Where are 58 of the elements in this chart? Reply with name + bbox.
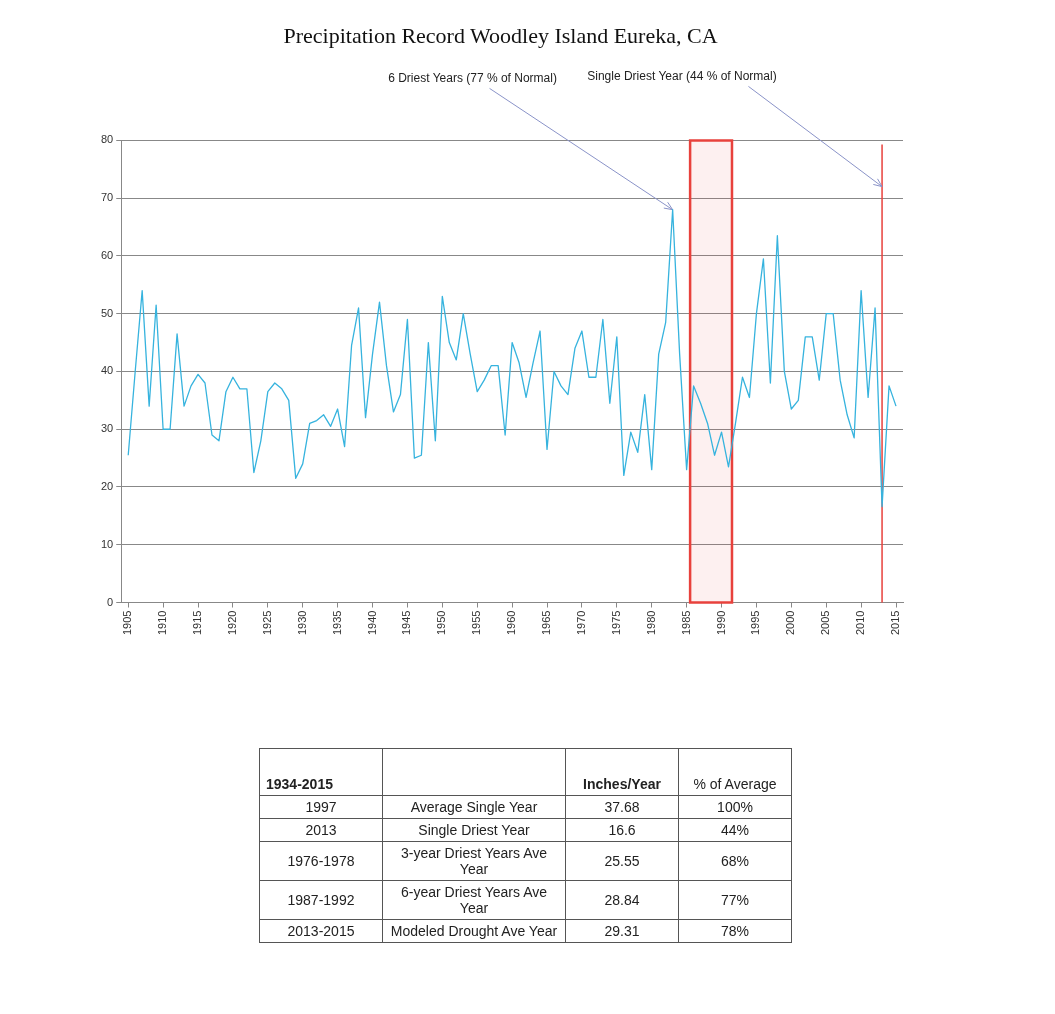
x-tick-label: 1995 — [749, 610, 762, 636]
x-tick-label: 1950 — [435, 610, 448, 636]
category-label: 1934-2015 — [259, 748, 383, 796]
x-tick-label: 1945 — [400, 610, 413, 636]
x-tick-label: 2000 — [784, 610, 797, 636]
text: 25.55 — [565, 841, 679, 881]
category-label: Inches/Year — [565, 748, 679, 796]
x-tick-label: 1925 — [260, 610, 273, 636]
text: 78% — [678, 919, 792, 943]
text: 28.84 — [565, 880, 679, 920]
x-tick-label: 1910 — [156, 610, 169, 636]
x-tick-label: 1985 — [679, 610, 692, 636]
text: 1976-1978 — [259, 841, 383, 881]
y-tick-label: 70 — [100, 191, 114, 204]
text: 100% — [678, 795, 792, 819]
text: 68% — [678, 841, 792, 881]
text: 37.68 — [565, 795, 679, 819]
text: 77% — [678, 880, 792, 920]
x-tick-label: 1970 — [574, 610, 587, 636]
y-tick-label: 20 — [100, 480, 114, 493]
y-tick-label: 80 — [100, 133, 114, 146]
text: 2013-2015 — [259, 919, 383, 943]
text: 1987-1992 — [259, 880, 383, 920]
y-tick-label: 60 — [100, 248, 114, 261]
x-tick-label: 1920 — [225, 610, 238, 636]
x-tick-label: 1960 — [505, 610, 518, 636]
y-tick-label: 50 — [100, 306, 114, 319]
text: 3-year Driest Years Ave Year — [382, 841, 566, 881]
x-tick-label: 1935 — [330, 610, 343, 636]
y-tick-label: 40 — [100, 364, 114, 377]
text: 29.31 — [565, 919, 679, 943]
x-tick-label: 2015 — [889, 610, 902, 636]
y-tick-label: 0 — [107, 595, 114, 608]
category-label: % of Average — [678, 748, 792, 796]
text: Average Single Year — [382, 795, 566, 819]
x-tick-label: 1965 — [540, 610, 553, 636]
x-tick-label: 1980 — [644, 610, 657, 636]
y-tick-label: 30 — [100, 422, 114, 435]
x-tick-label: 1990 — [714, 610, 727, 636]
text: 16.6 — [565, 818, 679, 842]
x-tick-label: 1940 — [365, 610, 378, 636]
text: 1997 — [259, 795, 383, 819]
text: 2013 — [259, 818, 383, 842]
x-tick-label: 1930 — [295, 610, 308, 636]
text: Single Driest Year — [382, 818, 566, 842]
x-tick-label: 2005 — [819, 610, 832, 636]
text: 6-year Driest Years Ave Year — [382, 880, 566, 920]
x-tick-label: 1915 — [191, 610, 204, 636]
x-tick-label: 1905 — [121, 610, 134, 636]
annotation: 6 Driest Years (77 % of Normal) — [388, 71, 557, 86]
chart-title: Precipitation Record Woodley Island Eureka, CA — [283, 22, 718, 48]
text: 44% — [678, 818, 792, 842]
x-tick-label: 2010 — [854, 610, 867, 636]
y-tick-label: 10 — [100, 537, 114, 550]
text: Modeled Drought Ave Year — [382, 919, 566, 943]
x-tick-label: 1955 — [470, 610, 483, 636]
x-tick-label: 1975 — [609, 610, 622, 636]
annotation: Single Driest Year (44 % of Normal) — [587, 69, 777, 84]
